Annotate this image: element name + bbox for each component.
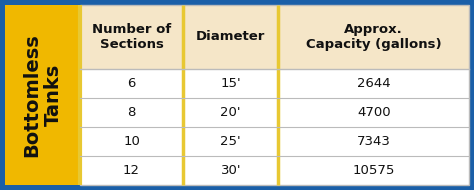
Bar bbox=[5, 5, 80, 185]
Text: 10: 10 bbox=[123, 135, 140, 148]
Bar bbox=[80, 98, 469, 127]
Text: 12: 12 bbox=[123, 164, 140, 177]
Text: Bottomless
Tanks: Bottomless Tanks bbox=[22, 33, 63, 157]
Text: 6: 6 bbox=[128, 77, 136, 90]
Text: 20': 20' bbox=[220, 106, 241, 119]
Text: 2644: 2644 bbox=[357, 77, 391, 90]
Text: Diameter: Diameter bbox=[196, 30, 265, 44]
Bar bbox=[80, 69, 469, 98]
Text: 25': 25' bbox=[220, 135, 241, 148]
Text: 8: 8 bbox=[128, 106, 136, 119]
Text: 7343: 7343 bbox=[357, 135, 391, 148]
Bar bbox=[80, 5, 469, 185]
Text: Approx.
Capacity (gallons): Approx. Capacity (gallons) bbox=[306, 23, 441, 51]
Bar bbox=[80, 5, 469, 69]
Text: Number of
Sections: Number of Sections bbox=[92, 23, 171, 51]
Text: 15': 15' bbox=[220, 77, 241, 90]
Bar bbox=[80, 156, 469, 185]
Text: 4700: 4700 bbox=[357, 106, 391, 119]
Text: 30': 30' bbox=[220, 164, 241, 177]
Text: 10575: 10575 bbox=[353, 164, 395, 177]
Bar bbox=[80, 127, 469, 156]
